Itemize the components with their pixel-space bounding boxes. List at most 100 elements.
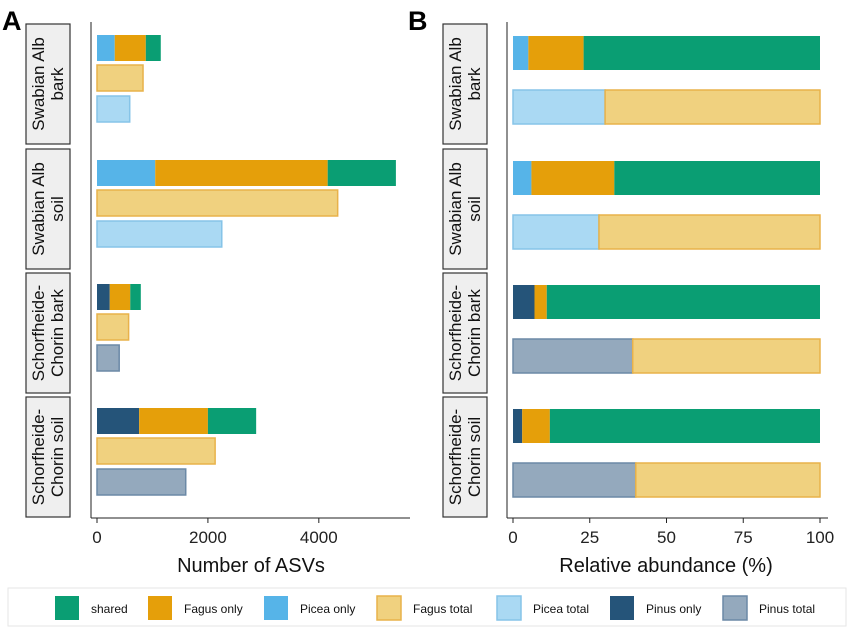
facet-strip-line2: Chorin soil (48, 417, 67, 497)
bar-picea-total (96, 95, 131, 123)
bar-pinus-total (96, 468, 187, 496)
facet-strip-line2: Chorin bark (465, 289, 484, 377)
legend-swatch-shared (55, 596, 79, 620)
x-tick-label: 100 (806, 528, 834, 547)
facet-strip-label: Swabian Albsoil (29, 162, 67, 256)
facet-strip-line1: Swabian Alb (29, 162, 48, 256)
x-tick-label: 25 (580, 528, 599, 547)
legend-label-picea-only: Picea only (300, 602, 355, 616)
facet-strip-line1: Swabian Alb (29, 37, 48, 131)
bar-pinus-only (513, 409, 523, 443)
legend-frame (7, 587, 847, 627)
bar-fagus-total (598, 214, 821, 250)
bar-fagus-only (139, 408, 208, 434)
legend-label-fagus-only: Fagus only (184, 602, 243, 616)
legend-swatch-fagus-only (148, 596, 172, 620)
bar-fagus-only (155, 160, 328, 186)
bar-fagus-only (531, 161, 615, 195)
legend-label-pinus-total: Pinus total (759, 602, 815, 616)
legend: shared Fagus only Picea only Fagus total Pic… (7, 587, 847, 627)
x-tick-label: 50 (657, 528, 676, 547)
bar-shared (546, 285, 820, 319)
facet-strip-line2: bark (48, 67, 67, 101)
bar-fagus-total (96, 313, 130, 341)
legend-swatch-picea-only (264, 596, 288, 620)
facet-strip-line2: soil (48, 196, 67, 222)
bar-pinus-total (512, 338, 634, 374)
panel-label-a: A (2, 6, 22, 36)
bar-shared (549, 409, 820, 443)
bar-fagus-total (635, 462, 821, 498)
bar-shared (614, 161, 820, 195)
x-tick-label: 4000 (300, 528, 338, 547)
facet-strip-line1: Swabian Alb (446, 162, 465, 256)
legend-swatch-pinus-total (722, 595, 748, 621)
legend-swatch-pinus-only (610, 596, 634, 620)
facet-strip-label: Schorfheide-Chorin soil (29, 409, 67, 505)
strip-box (442, 148, 488, 270)
bar-fagus-only (114, 35, 146, 61)
bar-fagus-only (534, 285, 547, 319)
bar-picea-total (96, 220, 223, 248)
bar-pinus-total (512, 462, 637, 498)
legend-swatch-fagus-total (376, 595, 402, 621)
legend-label-pinus-only: Pinus only (646, 602, 701, 616)
bar-picea-only (513, 161, 532, 195)
facet-strip-label: Schorfheide-Chorin soil (446, 409, 484, 505)
bar-shared (327, 160, 396, 186)
facet-strip-a-3: Schorfheide-Chorin soil (25, 396, 71, 518)
facet-strip-label: Swabian Albbark (29, 37, 67, 131)
x-tick-label: 75 (734, 528, 753, 547)
x-tick-label: 0 (92, 528, 101, 547)
bar-picea-only (97, 35, 115, 61)
bar-fagus-only (528, 36, 584, 70)
strip-box (442, 23, 488, 145)
facet-strip-label: Schorfheide-Chorin bark (446, 285, 484, 381)
facet-strip-line2: Chorin soil (465, 417, 484, 497)
facet-strip-label: Swabian Albbark (446, 37, 484, 131)
legend-label-picea-total: Picea total (533, 602, 589, 616)
facet-strip-b-1: Swabian Albsoil (442, 148, 488, 270)
strip-box (25, 272, 71, 394)
bar-fagus-total (96, 189, 339, 217)
facet-strip-line1: Schorfheide- (29, 285, 48, 381)
strip-box (442, 396, 488, 518)
bar-fagus-total (604, 89, 821, 125)
strip-box (442, 272, 488, 394)
panel-label-b: B (408, 6, 428, 36)
facet-strip-b-2: Schorfheide-Chorin bark (442, 272, 488, 394)
facet-strip-a-1: Swabian Albsoil (25, 148, 71, 270)
x-tick-label: 2000 (189, 528, 227, 547)
bar-picea-total (512, 214, 600, 250)
bar-pinus-total (96, 344, 120, 372)
facet-strip-line2: Chorin bark (48, 289, 67, 377)
bar-shared (207, 408, 257, 434)
facet-strip-line1: Schorfheide- (29, 409, 48, 505)
bar-fagus-total (631, 338, 821, 374)
facet-strip-b-3: Schorfheide-Chorin soil (442, 396, 488, 518)
facet-strip-line2: bark (465, 67, 484, 101)
facet-strip-label: Schorfheide-Chorin bark (29, 285, 67, 381)
legend-swatch-picea-total (496, 595, 522, 621)
facet-strip-a-0: Swabian Albbark (25, 23, 71, 145)
bar-pinus-only (513, 285, 535, 319)
bar-fagus-total (96, 437, 216, 465)
strip-box (25, 148, 71, 270)
panel-b-x-axis-title: Relative abundance (%) (559, 555, 772, 577)
facet-strip-line1: Schorfheide- (446, 409, 465, 505)
bar-fagus-only (522, 409, 550, 443)
bar-shared (583, 36, 820, 70)
facet-strip-line2: soil (465, 196, 484, 222)
bar-picea-only (513, 36, 529, 70)
panel-a-x-axis-title: Number of ASVs (177, 555, 325, 577)
bar-picea-only (97, 160, 156, 186)
bar-fagus-only (109, 284, 131, 310)
bar-picea-total (512, 89, 606, 125)
facet-strip-label: Swabian Albsoil (446, 162, 484, 256)
bar-pinus-only (97, 284, 110, 310)
facet-strip-line1: Schorfheide- (446, 285, 465, 381)
bar-fagus-total (96, 64, 144, 92)
